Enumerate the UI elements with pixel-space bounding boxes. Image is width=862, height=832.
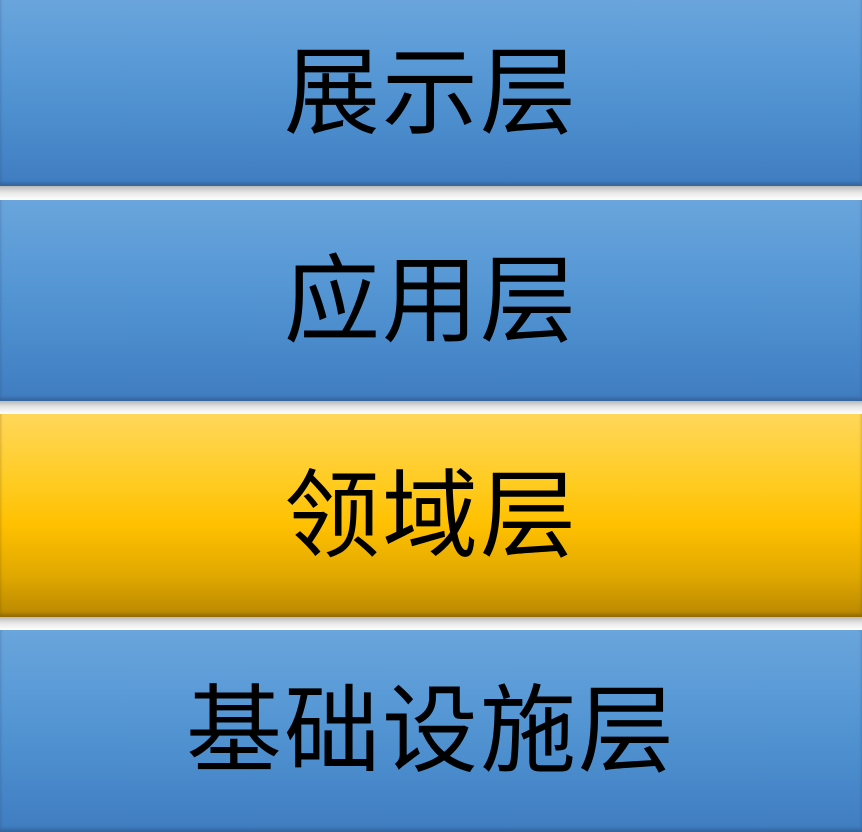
presentation-layer-label: 展示层 — [284, 37, 578, 149]
domain-layer: 领域层 — [0, 414, 862, 617]
infrastructure-layer: 基础设施层 — [0, 630, 862, 832]
application-layer: 应用层 — [0, 200, 862, 401]
domain-layer-label: 领域层 — [284, 459, 578, 572]
application-layer-label: 应用层 — [284, 244, 578, 357]
layer-divider — [0, 617, 862, 630]
infrastructure-layer-label: 基础设施层 — [186, 675, 676, 787]
layer-divider — [0, 186, 862, 200]
layer-divider — [0, 401, 862, 414]
presentation-layer: 展示层 — [0, 0, 862, 186]
